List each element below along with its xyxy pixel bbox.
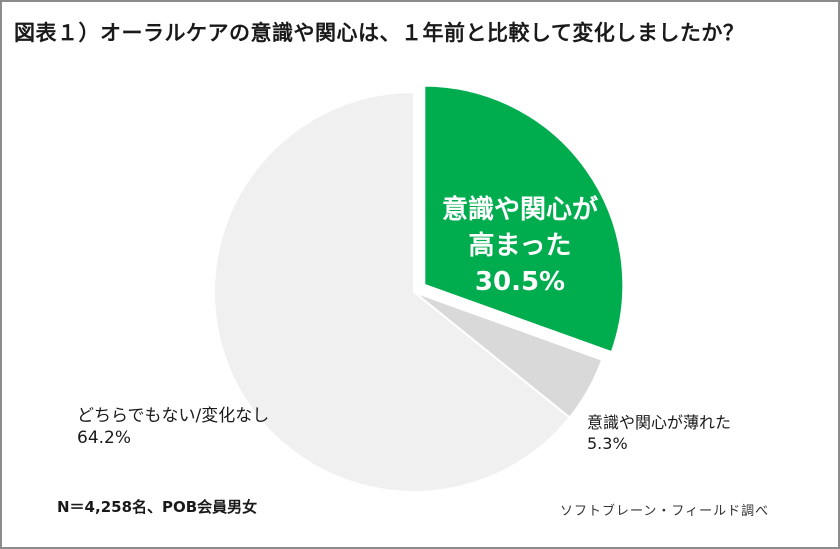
label-decreased-value: 5.3% [587, 434, 628, 453]
label-increased-value: 30.5% [474, 267, 566, 297]
chart-title: 図表１）オーラルケアの意識や関心は、１年前と比較して変化しましたか？ [14, 21, 745, 45]
label-unchanged: どちらでもない/変化なし 64.2% [77, 405, 269, 449]
label-unchanged-line1: どちらでもない/変化なし [77, 406, 270, 426]
slice-increased [422, 83, 626, 355]
label-increased-line1: 意識や関心が [441, 195, 598, 225]
label-increased: 意識や関心が 高まった 30.5% [420, 192, 620, 300]
sample-note: N＝4,258名、POB会員男女 [57, 498, 258, 516]
label-decreased-line1: 意識や関心が薄れた [587, 413, 732, 432]
slice-unchanged [213, 91, 571, 493]
label-unchanged-value: 64.2% [77, 428, 132, 448]
label-increased-line2: 高まった [468, 231, 572, 261]
label-decreased: 意識や関心が薄れた 5.3% [587, 412, 731, 454]
source-credit: ソフトブレーン・フィールド調べ [560, 504, 770, 519]
